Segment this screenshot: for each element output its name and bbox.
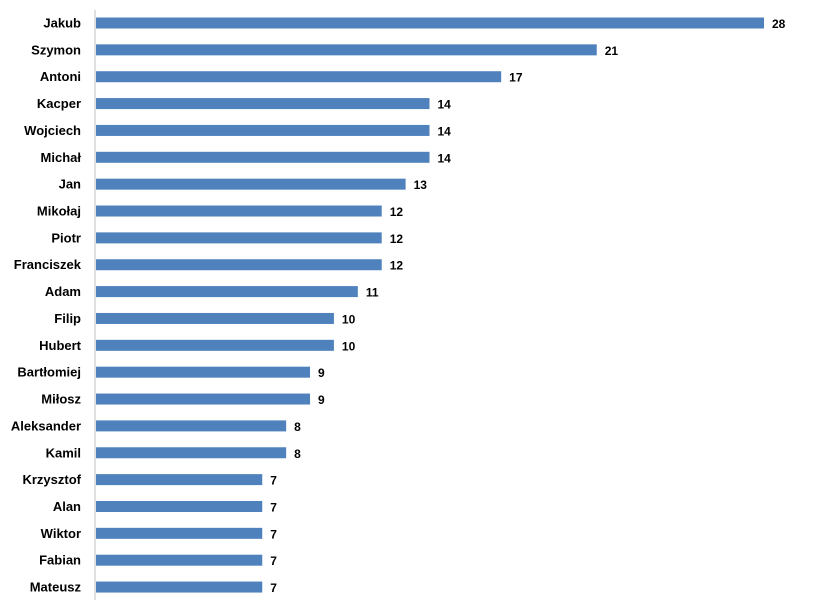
category-label: Bartłomiej	[17, 365, 81, 380]
value-label: 12	[390, 205, 404, 219]
category-label: Antoni	[40, 69, 81, 84]
category-label: Aleksander	[11, 418, 81, 433]
category-label: Kacper	[37, 96, 81, 111]
value-label: 11	[366, 286, 379, 300]
value-label: 28	[772, 17, 786, 31]
bar-mikołaj	[96, 205, 382, 217]
bar-szymon	[96, 44, 597, 56]
category-label: Hubert	[39, 338, 82, 353]
category-label: Jan	[59, 177, 81, 192]
value-label: 12	[390, 232, 404, 246]
bar-fabian	[96, 554, 263, 566]
category-label: Jakub	[43, 16, 81, 31]
category-label: Michał	[41, 150, 82, 165]
bar-jakub	[96, 17, 764, 29]
value-label: 7	[270, 581, 277, 595]
value-label: 21	[605, 44, 619, 58]
category-label: Mikołaj	[37, 204, 81, 219]
value-label: 7	[270, 554, 277, 568]
bar-wiktor	[96, 527, 263, 539]
value-label: 7	[270, 527, 277, 541]
value-label: 7	[270, 500, 277, 514]
value-label: 10	[342, 339, 356, 353]
value-label: 8	[294, 420, 301, 434]
bar-alan	[96, 500, 263, 512]
category-label: Piotr	[51, 230, 81, 245]
bar-michał	[96, 151, 430, 163]
category-label: Alan	[53, 499, 81, 514]
value-label: 7	[270, 474, 277, 488]
category-label: Kamil	[46, 445, 81, 460]
value-label: 13	[414, 178, 428, 192]
value-label: 14	[438, 124, 452, 138]
bar-franciszek	[96, 259, 382, 271]
value-label: 10	[342, 312, 356, 326]
category-label: Wiktor	[41, 526, 81, 541]
bar-adam	[96, 286, 358, 298]
bar-kamil	[96, 447, 287, 459]
bar-piotr	[96, 232, 382, 244]
value-label: 8	[294, 447, 301, 461]
category-label: Fabian	[39, 553, 81, 568]
category-label: Szymon	[31, 42, 81, 57]
bar-mateusz	[96, 581, 263, 593]
category-label: Miłosz	[41, 392, 81, 407]
bar-krzysztof	[96, 474, 263, 486]
category-labels: Jakub Szymon Antoni Kacper Wojciech Michał Jan…	[11, 16, 82, 595]
category-label: Filip	[54, 311, 81, 326]
value-label: 14	[438, 151, 452, 165]
value-label: 17	[509, 71, 523, 85]
value-label: 12	[390, 259, 404, 273]
bar-bartłomiej	[96, 366, 311, 378]
value-labels: 28 21 17 14 14 14 13 12 12 12 11 10 10 9 9 8 8 7 7 7 7 7	[270, 17, 785, 595]
value-label: 9	[318, 366, 325, 380]
bar-wojciech	[96, 124, 430, 136]
bars	[96, 17, 764, 593]
bar-kacper	[96, 98, 430, 110]
value-label: 14	[438, 98, 452, 112]
category-label: Krzysztof	[22, 472, 81, 487]
category-label: Adam	[45, 284, 81, 299]
value-label: 9	[318, 393, 325, 407]
bar-antoni	[96, 71, 502, 83]
category-label: Wojciech	[24, 123, 81, 138]
category-label: Franciszek	[14, 257, 82, 272]
bar-hubert	[96, 339, 334, 351]
bar-filip	[96, 312, 334, 324]
bar-aleksander	[96, 420, 287, 432]
bar-jan	[96, 178, 406, 190]
bar-miłosz	[96, 393, 311, 405]
category-label: Mateusz	[30, 580, 82, 595]
